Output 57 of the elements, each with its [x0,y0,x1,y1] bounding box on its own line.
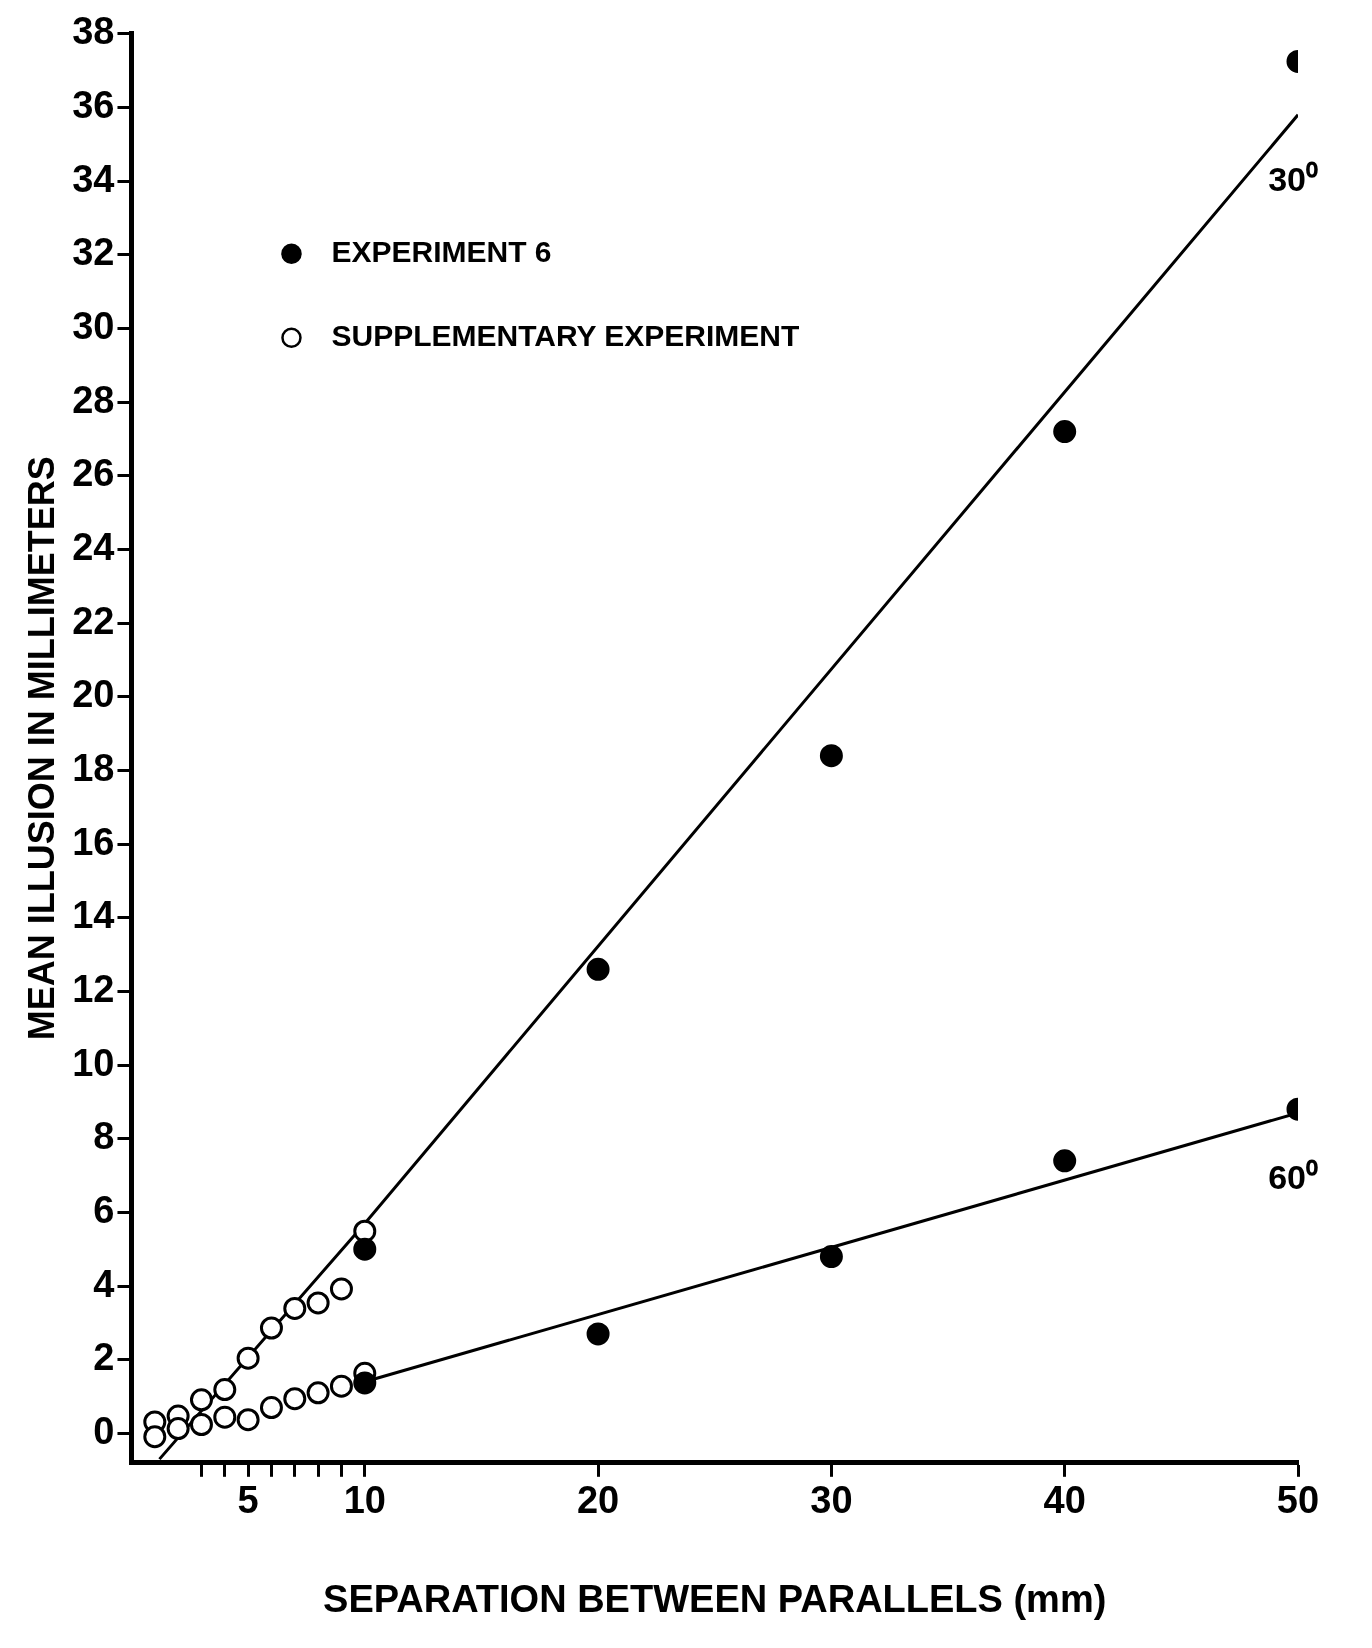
x-tick-label: 30 [810,1479,853,1522]
annotation: 30⁰ [1268,160,1318,199]
point [213,1405,237,1429]
y-tick-label: 16 [72,820,115,863]
point [329,1277,353,1301]
y-tick-label: 34 [72,157,115,200]
y-tick-label: 20 [72,673,115,716]
y-tick-label: 36 [72,83,115,126]
y-tick-label: 38 [72,10,115,53]
point [353,1219,377,1243]
point [1053,1149,1077,1173]
y-tick-label: 28 [72,378,115,421]
point [259,1316,283,1340]
legend-label: SUPPLEMENTARY EXPERIMENT [331,319,800,353]
annotation: 60⁰ [1268,1158,1318,1197]
point [819,1245,843,1269]
point [283,1387,307,1411]
point [819,744,843,768]
y-tick-label: 22 [72,599,115,642]
x-tick-label: 10 [343,1479,386,1522]
y-axis-title: MEAN ILLUSION IN MILLIMETERS [20,456,62,1041]
point [353,1371,377,1395]
point [259,1396,283,1420]
y-tick-label: 18 [72,746,115,789]
point [329,1374,353,1398]
y-tick-label: 12 [72,967,115,1010]
y-tick-label: 0 [93,1409,115,1452]
y-tick-label: 32 [72,231,115,274]
point [236,1346,260,1370]
x-tick-label: 20 [576,1479,620,1522]
y-tick-label: 30 [72,304,115,347]
y-tick-label: 8 [93,1115,115,1158]
point [1053,420,1077,444]
y-tick-label: 6 [93,1188,115,1231]
point [283,1296,307,1320]
y-tick-label: 2 [93,1336,115,1379]
y-tick-label: 14 [72,894,115,937]
y-tick-label: 24 [72,525,115,568]
point [189,1413,213,1436]
point [236,1408,260,1432]
point [306,1291,330,1315]
y-tick-label: 10 [72,1041,115,1084]
y-tick-label: 26 [72,452,115,495]
y-tick-label: 4 [93,1262,115,1305]
point [213,1378,237,1402]
x-tick-label: 5 [237,1479,259,1522]
point [586,957,610,981]
point [586,1322,610,1346]
x-tick-label: 40 [1043,1479,1086,1522]
point [166,1417,190,1441]
point [189,1388,213,1412]
legend-label: EXPERIMENT 6 [331,235,552,269]
point [143,1425,167,1449]
x-axis-title: SEPARATION BETWEEN PARALLELS (mm) [323,1577,1107,1620]
point [306,1381,330,1405]
x-tick-label: 50 [1276,1479,1320,1522]
point [353,1237,377,1261]
